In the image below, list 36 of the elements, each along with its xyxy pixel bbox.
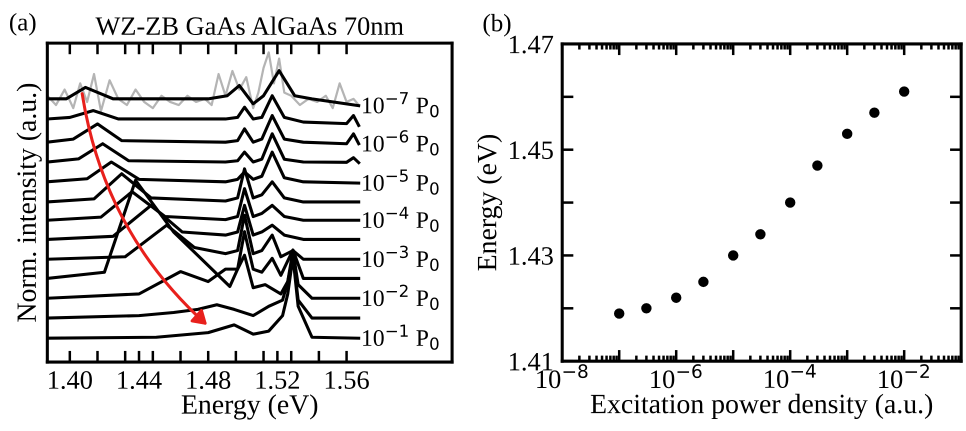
series-label: 10$^{−2}$ P$_{0}$: [363, 284, 439, 310]
point: [614, 308, 624, 319]
point: [812, 160, 823, 171]
point: [641, 303, 652, 314]
x-tick-label: 10$^{−4}$: [765, 364, 816, 388]
point: [728, 250, 738, 261]
series-label: 10$^{−7}$ P$_{0}$: [363, 92, 439, 118]
point: [670, 292, 682, 303]
x-tick-label: 1.48: [187, 371, 230, 390]
x-tick-label: 10$^{−2}$: [879, 364, 929, 388]
y-tick-label: 1.43: [510, 247, 553, 265]
y-axis-title: Energy (eV): [476, 135, 502, 271]
point: [784, 197, 796, 208]
y-axis-title: Norm. intensity (a.u.): [16, 84, 42, 322]
x-tick-label: 10$^{−6}$: [651, 364, 702, 388]
y-tick-label: 1.47: [510, 36, 554, 54]
series-label: 10$^{−4}$ P$_{0}$: [363, 206, 439, 232]
point: [869, 107, 880, 118]
series-label: 10$^{−5}$ P$_{0}$: [363, 170, 439, 195]
x-tick-label: 1.44: [118, 371, 162, 390]
text: (b): [484, 14, 510, 37]
series-label: 10$^{−1}$ P$_{0}$: [363, 324, 439, 350]
x-tick-label: 1.56: [326, 371, 369, 390]
point: [898, 86, 910, 97]
x-axis-title: Energy (eV): [182, 394, 318, 420]
point: [842, 128, 852, 140]
x-tick-label: 1.52: [256, 371, 300, 390]
point: [755, 229, 766, 240]
x-tick-label: 1.40: [49, 371, 92, 390]
x-axis-title: Excitation power density (a.u.): [590, 394, 932, 420]
chart-title: WZ-ZB GaAs AlGaAs 70nm: [95, 16, 404, 36]
text: (a): [10, 12, 36, 36]
series-label: 10$^{−3}$ P$_{0}$: [363, 246, 439, 272]
point: [698, 276, 709, 288]
series-label: 10$^{−6}$ P$_{0}$: [363, 130, 439, 156]
y-tick-label: 1.45: [510, 141, 553, 160]
